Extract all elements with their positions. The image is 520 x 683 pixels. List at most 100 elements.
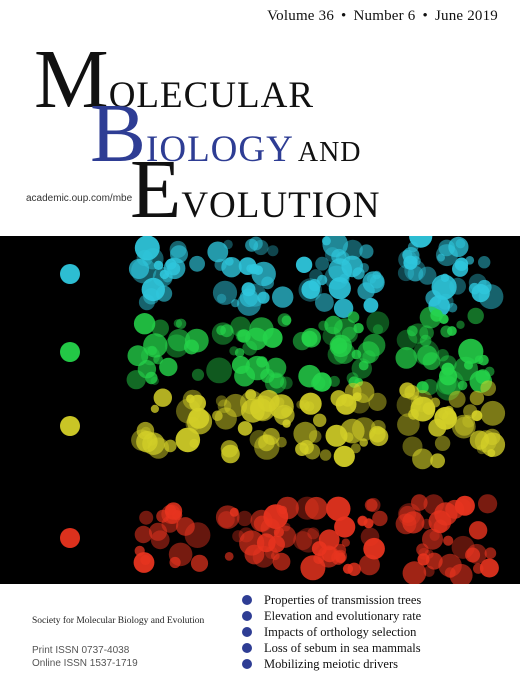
bubble <box>237 421 253 436</box>
bubble <box>171 510 183 521</box>
title-word-evolution: EVOLUTION <box>130 143 381 236</box>
bubble <box>301 328 322 348</box>
bubble <box>357 282 375 300</box>
bubble <box>126 370 146 390</box>
bubble <box>368 392 387 411</box>
bubble <box>352 267 365 280</box>
bubble <box>189 394 207 412</box>
bubble <box>215 505 240 529</box>
volume: Volume 36 <box>267 8 335 24</box>
bubble <box>479 558 499 578</box>
bubble <box>224 393 248 418</box>
bubble <box>468 282 481 295</box>
bubble <box>395 347 418 369</box>
bubble <box>412 448 433 470</box>
bubble <box>330 337 348 354</box>
bubble <box>469 390 485 406</box>
bubble <box>279 376 293 390</box>
bubble <box>242 340 258 356</box>
topic-item[interactable]: Loss of sebum in sea mammals <box>242 640 421 656</box>
online-issn: Online ISSN 1537-1719 <box>32 658 138 669</box>
bubble <box>478 354 489 366</box>
bubble <box>359 244 374 259</box>
bubble <box>184 522 211 548</box>
bubble <box>484 547 497 559</box>
bubble <box>476 444 487 455</box>
bubble <box>245 238 259 252</box>
bubble <box>421 518 432 530</box>
bubble <box>363 537 385 560</box>
bubble <box>128 258 150 279</box>
bubble <box>216 293 227 304</box>
bubble <box>407 265 424 282</box>
bubble <box>189 255 206 272</box>
bubble <box>307 527 320 540</box>
bubble <box>333 445 355 467</box>
bubble <box>293 421 318 446</box>
bubble <box>60 416 80 436</box>
bubble <box>362 333 386 357</box>
bubble <box>444 567 456 579</box>
bubble <box>324 265 349 290</box>
bubble <box>141 277 165 302</box>
bubble <box>350 443 361 454</box>
bubble <box>454 495 475 516</box>
bubble <box>225 257 234 266</box>
bubble <box>229 346 239 356</box>
bubble <box>260 518 281 538</box>
topic-item[interactable]: Elevation and evolutionary rate <box>242 608 421 624</box>
bubble <box>189 438 199 448</box>
bubble <box>134 525 153 544</box>
bubble <box>343 432 354 443</box>
bubble <box>436 374 457 395</box>
bubble <box>133 552 155 573</box>
bubble <box>480 380 497 396</box>
topic-item[interactable]: Impacts of orthology selection <box>242 624 421 640</box>
bubble <box>147 345 157 356</box>
bubble <box>372 510 388 527</box>
bubble <box>236 510 253 527</box>
bubble <box>480 400 506 426</box>
bubble <box>272 286 294 308</box>
topic-item[interactable]: Properties of transmission trees <box>242 592 421 608</box>
bubble <box>262 327 283 348</box>
bubble <box>342 239 363 260</box>
bubble <box>342 563 354 574</box>
bubble <box>211 322 235 345</box>
separator: • <box>341 8 347 24</box>
bubble <box>436 349 449 362</box>
bubble <box>151 319 169 337</box>
bubble <box>326 496 351 521</box>
bubble <box>351 349 362 360</box>
separator: • <box>422 8 428 24</box>
bubble <box>441 410 457 425</box>
bullet-icon <box>242 611 252 621</box>
bubble <box>456 320 465 329</box>
bullet-icon <box>242 595 252 605</box>
print-issn: Print ISSN 0737-4038 <box>32 645 130 656</box>
bubble <box>212 410 223 422</box>
bubble <box>334 516 356 538</box>
bubble <box>399 505 417 523</box>
bubble <box>465 256 475 265</box>
bubble <box>430 309 443 322</box>
bubble <box>440 273 450 282</box>
topic-item[interactable]: Mobilizing meiotic drivers <box>242 656 421 672</box>
issn-block: Print ISSN 0737-4038 Online ISSN 1537-17… <box>32 644 138 670</box>
bubble <box>331 248 347 265</box>
bubble <box>234 348 245 358</box>
journal-url[interactable]: academic.oup.com/mbe <box>26 193 133 204</box>
bubble <box>430 397 441 408</box>
bubble <box>214 258 227 271</box>
bubble <box>153 260 164 270</box>
bubble <box>404 259 426 282</box>
bubble <box>466 543 487 564</box>
bubble <box>402 511 425 534</box>
bubble <box>418 266 437 285</box>
bubble <box>371 420 386 435</box>
bubble <box>413 339 440 366</box>
bubble <box>359 554 380 576</box>
bubble <box>434 502 458 526</box>
bubble <box>153 388 172 407</box>
bubble <box>396 329 418 351</box>
